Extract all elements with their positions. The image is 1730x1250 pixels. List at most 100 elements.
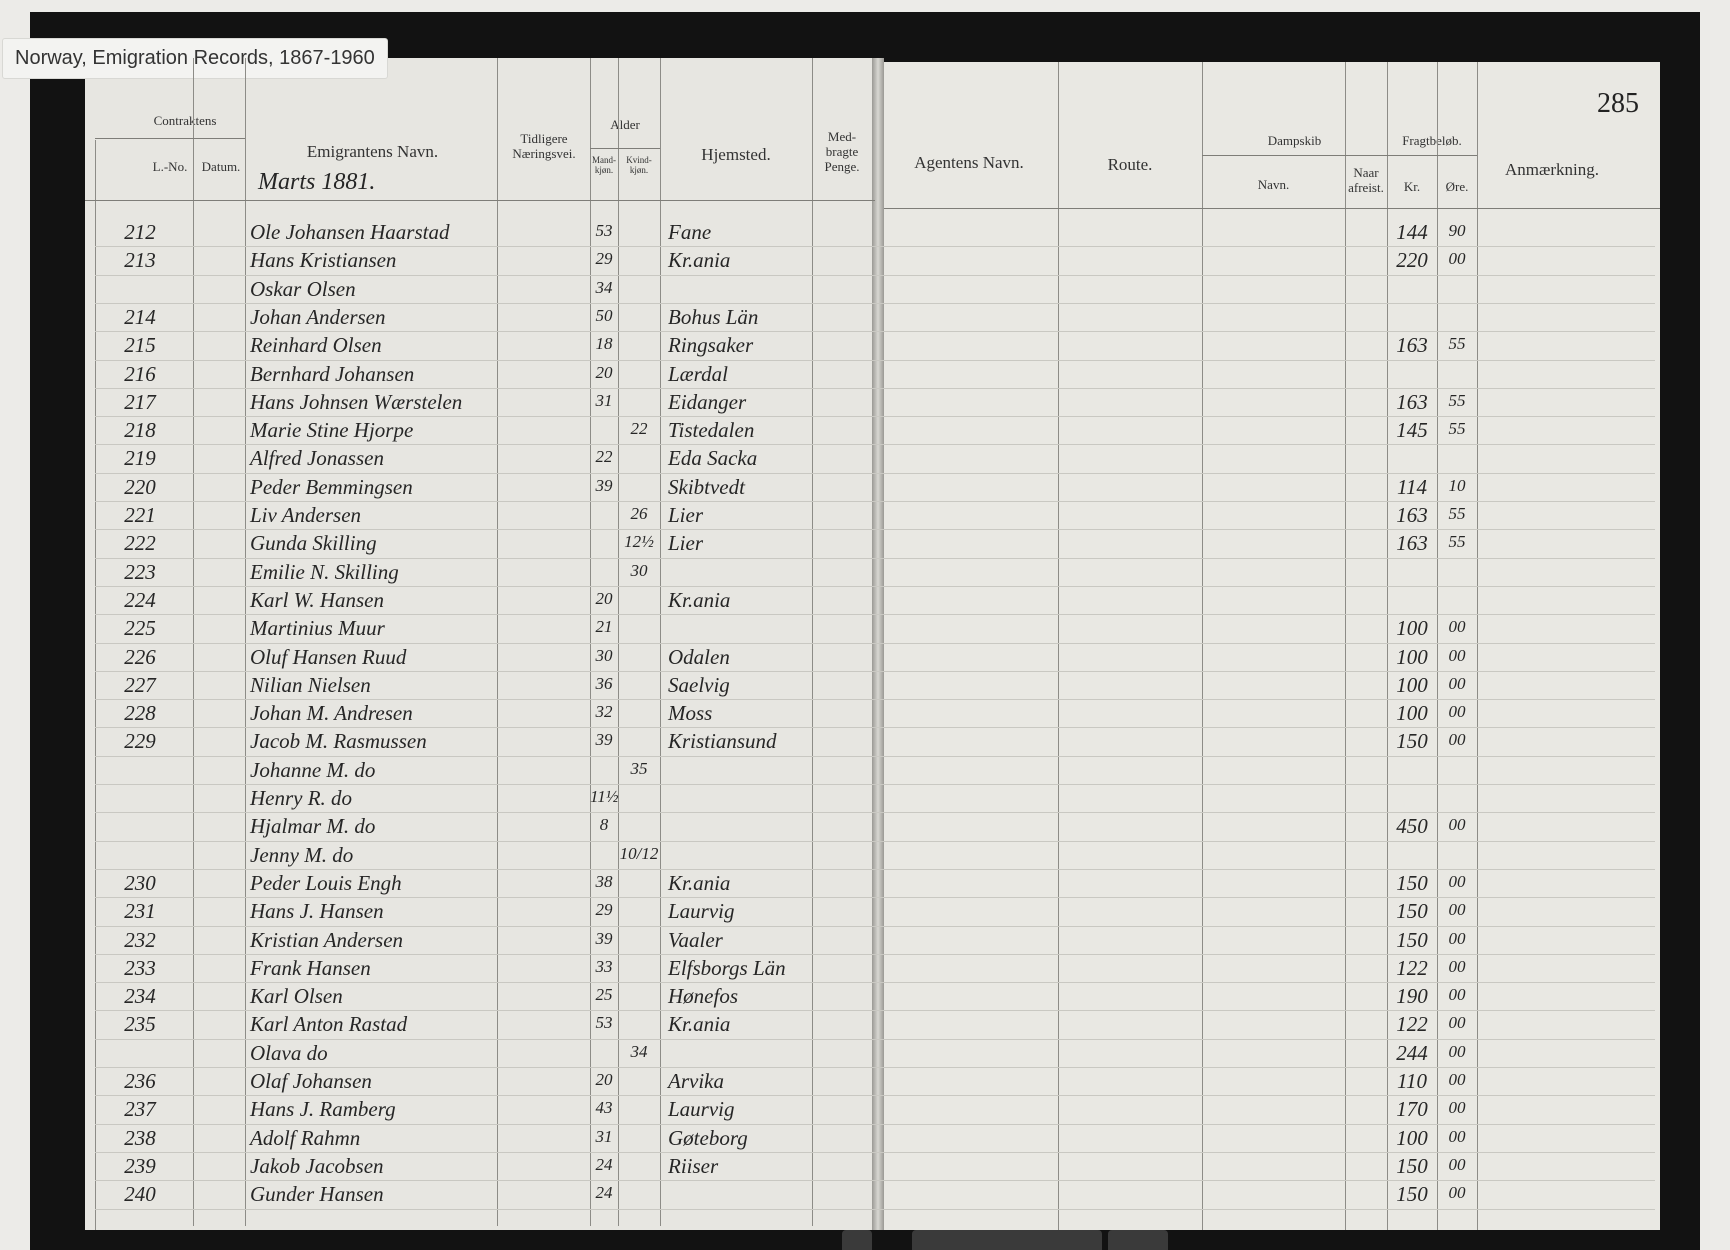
cell-m: 24 <box>595 1154 613 1174</box>
cell-ore: 55 <box>1448 532 1466 552</box>
cell-home: Laurvig <box>668 899 735 924</box>
cell-m: 24 <box>595 1183 613 1203</box>
cell-ore: 00 <box>1448 249 1466 269</box>
cell-lno: 219 <box>124 446 156 471</box>
gutter <box>872 58 884 1230</box>
cell-home: Odalen <box>668 644 730 669</box>
toolbar-button[interactable] <box>1108 1230 1168 1250</box>
header: Fragtbeløb. <box>1402 133 1462 148</box>
cell-kr: 100 <box>1396 672 1428 697</box>
column-rule <box>1437 62 1438 1230</box>
cell-home: Ringsaker <box>668 333 754 358</box>
cell-name: Karl W. Hansen <box>250 587 384 612</box>
row-rule <box>95 727 1655 729</box>
cell-kr: 150 <box>1396 1182 1428 1207</box>
row-rule <box>95 840 1655 842</box>
cell-m: 29 <box>595 900 613 920</box>
row-rule <box>95 557 1655 559</box>
cell-name: Alfred Jonassen <box>250 446 384 471</box>
cell-lno: 223 <box>124 559 156 584</box>
cell-name: Oluf Hansen Ruud <box>250 644 407 669</box>
cell-kr: 100 <box>1396 1125 1428 1150</box>
cell-lno: 231 <box>124 899 156 924</box>
cell-name: Karl Olsen <box>250 984 343 1009</box>
header: Alder <box>610 117 640 132</box>
cell-name: Henry R. do <box>250 786 353 810</box>
row-rule <box>95 1067 1655 1068</box>
header: Kr. <box>1403 179 1421 194</box>
cell-lno: 238 <box>124 1125 156 1150</box>
cell-kr: 150 <box>1396 899 1428 924</box>
cell-home: Hønefos <box>668 984 738 1009</box>
cell-lno: 213 <box>124 248 156 273</box>
cell-f: 12½ <box>624 532 654 552</box>
row-rule <box>95 472 1655 474</box>
cell-ore: 55 <box>1448 504 1466 523</box>
toolbar-button[interactable] <box>842 1230 872 1250</box>
header: Anmærkning. <box>1505 160 1599 179</box>
row-rule <box>95 1038 1655 1040</box>
cell-home: Tistedalen <box>668 418 755 443</box>
cell-lno: 237 <box>124 1097 156 1122</box>
header: Kvind- kjøn. <box>626 155 652 176</box>
cell-f: 22 <box>630 419 648 439</box>
cell-kr: 450 <box>1396 814 1428 839</box>
month: Marts 1881. <box>258 169 376 195</box>
cell-lno: 228 <box>124 701 156 726</box>
toolbar-pager[interactable] <box>912 1230 1102 1250</box>
header: Med- bragte Penge. <box>824 129 860 174</box>
cell-m: 11½ <box>590 787 619 806</box>
cell-m: 53 <box>595 1013 613 1033</box>
cell-m: 33 <box>595 956 613 976</box>
row-rule <box>95 585 1655 587</box>
cell-lno: 220 <box>124 474 156 499</box>
cell-kr: 150 <box>1396 927 1428 952</box>
row-rule <box>95 642 1655 644</box>
header: Route. <box>1107 155 1153 174</box>
cell-m: 21 <box>595 617 613 637</box>
row-rule <box>95 897 1655 899</box>
cell-m: 22 <box>595 447 613 467</box>
cell-kr: 163 <box>1396 503 1428 527</box>
row-rule <box>95 953 1655 955</box>
cell-lno: 217 <box>124 389 156 414</box>
cell-ore: 00 <box>1448 1183 1466 1203</box>
cell-kr: 150 <box>1396 729 1428 754</box>
cell-name: Adolf Rahmn <box>250 1125 361 1150</box>
cell-m: 43 <box>595 1098 613 1118</box>
column-rule <box>618 58 619 1226</box>
cell-lno: 230 <box>124 870 156 895</box>
cell-home: Kristiansund <box>668 729 777 754</box>
row-rule <box>95 246 1655 248</box>
cell-home: Lier <box>668 503 704 527</box>
cell-name: Gunda Skilling <box>250 531 377 556</box>
cell-name: Peder Louis Engh <box>250 870 402 895</box>
cell-name: Hans Johnsen Wærstelen <box>250 389 463 414</box>
cell-m: 18 <box>595 334 613 354</box>
cell-ore: 00 <box>1448 1126 1466 1146</box>
cell-ore: 00 <box>1448 1154 1466 1174</box>
cell-home: Kr.ania <box>668 1012 731 1037</box>
cell-name: Ole Johansen Haarstad <box>250 220 450 244</box>
cell-kr: 122 <box>1396 955 1428 980</box>
cell-m: 20 <box>595 588 613 608</box>
cell-lno: 239 <box>124 1153 156 1178</box>
cell-home: Eidanger <box>668 389 747 414</box>
row-rule <box>95 302 1655 304</box>
cell-lno: 235 <box>124 1012 156 1037</box>
column-rule <box>193 58 194 1226</box>
row-rule <box>95 868 1655 870</box>
header: Øre. <box>1445 179 1469 194</box>
cell-lno: 240 <box>124 1182 156 1207</box>
cell-lno: 226 <box>124 644 156 669</box>
row-rule <box>95 529 1655 531</box>
cell-kr: 163 <box>1396 333 1428 358</box>
cell-name: Peder Bemmingsen <box>250 474 413 499</box>
cell-lno: 236 <box>124 1069 156 1093</box>
cell-ore: 00 <box>1448 730 1466 750</box>
cell-kr: 100 <box>1396 644 1428 669</box>
cell-lno: 225 <box>124 616 156 641</box>
cell-f: 34 <box>630 1041 648 1061</box>
cell-home: Saelvig <box>668 672 730 697</box>
header: Hjemsted. <box>701 145 771 164</box>
